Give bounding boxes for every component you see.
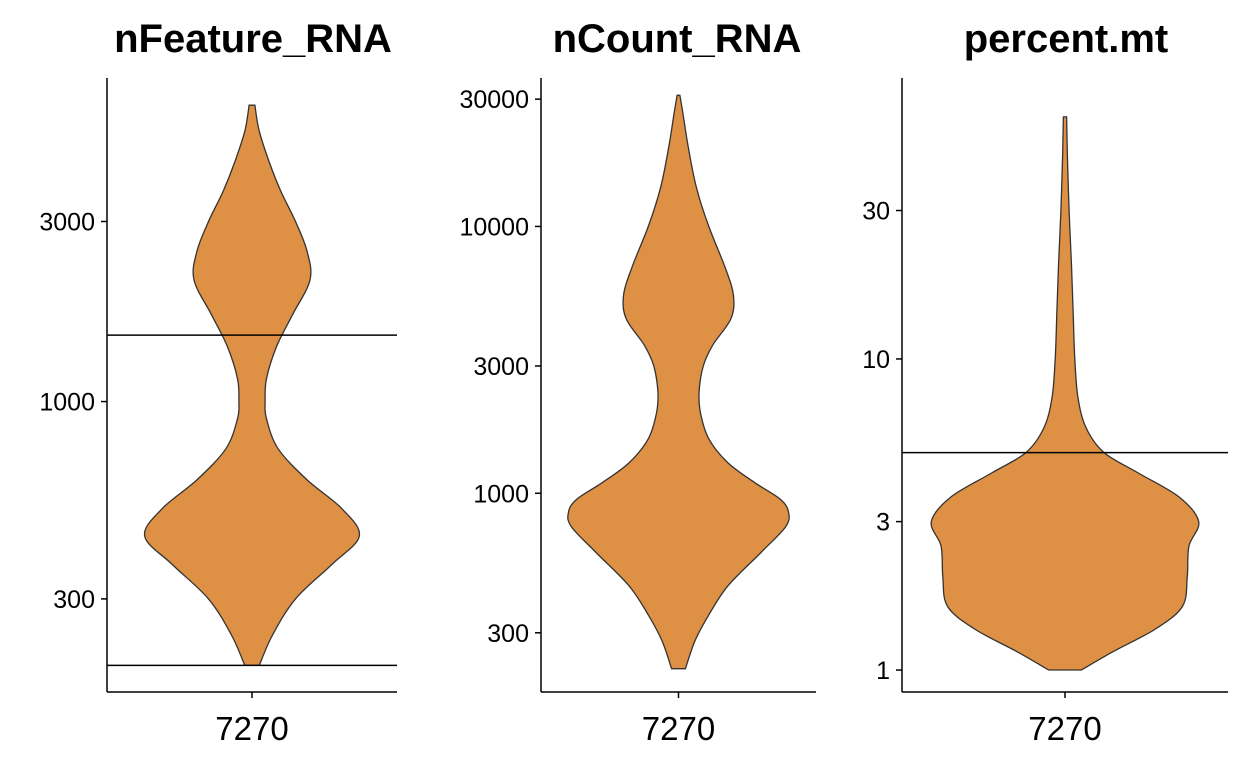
panel-percent-mt: percent.mt 1 3 10 30 7270 xyxy=(862,17,1228,747)
panel-nfeature-rna: nFeature_RNA 300 1000 3000 7270 xyxy=(39,17,397,747)
y-tick-label: 300 xyxy=(53,586,95,614)
chart-title: nCount_RNA xyxy=(553,17,802,61)
y-tick-label: 30 xyxy=(862,198,890,226)
x-tick-label: 7270 xyxy=(1028,710,1101,747)
y-tick-label: 3000 xyxy=(473,353,529,381)
panel-ncount-rna: nCount_RNA 300 1000 3000 10000 30000 7270 xyxy=(459,17,816,747)
x-tick-label: 7270 xyxy=(215,710,288,747)
y-tick-label: 300 xyxy=(487,620,529,648)
chart-title: nFeature_RNA xyxy=(114,17,392,61)
violin-shape xyxy=(930,116,1200,671)
x-tick-label: 7270 xyxy=(642,710,715,747)
y-tick-label: 1 xyxy=(876,657,890,685)
violin-shape xyxy=(143,104,361,667)
y-tick-label: 3000 xyxy=(39,208,95,236)
chart-title: percent.mt xyxy=(964,17,1169,61)
violin-shape xyxy=(567,94,790,670)
y-tick-label: 10 xyxy=(862,346,890,374)
y-tick-label: 10000 xyxy=(459,213,529,241)
y-tick-label: 1000 xyxy=(39,389,95,417)
y-tick-label: 3 xyxy=(876,509,890,537)
y-tick-label: 1000 xyxy=(473,480,529,508)
y-tick-label: 30000 xyxy=(459,86,529,114)
